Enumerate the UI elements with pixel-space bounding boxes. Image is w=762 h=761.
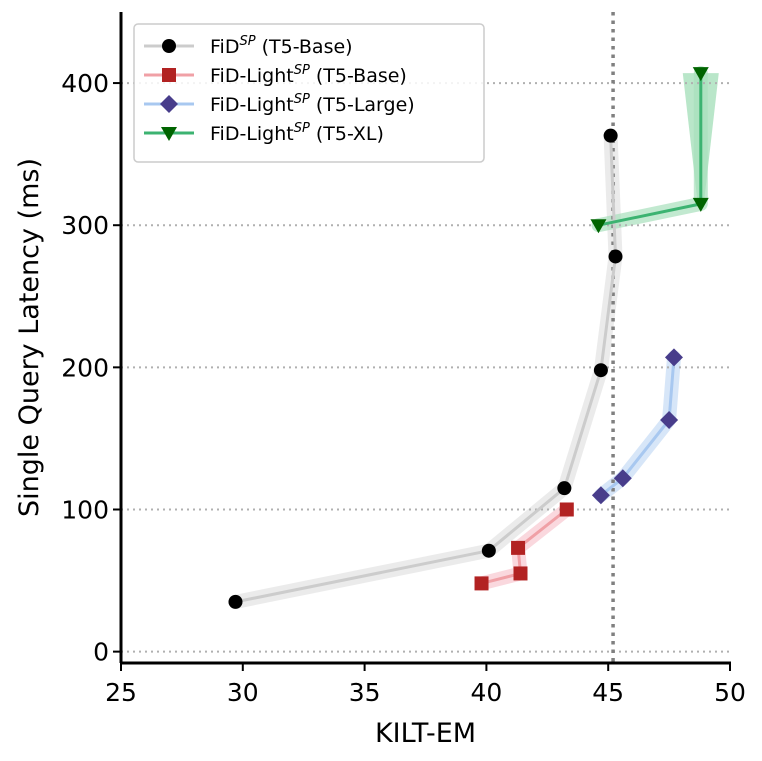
point-series-1-3 xyxy=(559,502,574,517)
line-series-1 xyxy=(481,508,568,585)
y-tick-label: 0 xyxy=(93,638,109,667)
legend-marker-0 xyxy=(162,39,176,53)
point-series-0-2 xyxy=(557,481,572,496)
point-series-3-0 xyxy=(590,219,607,234)
series-markers xyxy=(228,67,709,609)
line-series-2 xyxy=(599,357,676,497)
point-series-1-2 xyxy=(511,540,526,555)
legend-marker-1 xyxy=(162,68,176,82)
point-series-0-4 xyxy=(608,249,623,264)
point-series-0-0 xyxy=(228,594,243,609)
x-axis-title: KILT-EM xyxy=(375,718,476,749)
point-series-2-3 xyxy=(664,348,683,367)
x-tick-label: 35 xyxy=(349,678,381,707)
x-tick-label: 25 xyxy=(105,678,137,707)
x-tick-label: 45 xyxy=(592,678,624,707)
line-series-0 xyxy=(235,135,617,604)
point-series-1-1 xyxy=(513,566,528,581)
legend-marker-3 xyxy=(161,127,177,141)
axes: 25 30 35 40 45 50 0 100 200 300 400 KILT-EM Single Q… xyxy=(14,12,746,749)
y-tick-label: 400 xyxy=(61,69,109,98)
point-series-1-0 xyxy=(474,576,489,591)
point-series-0-5 xyxy=(603,128,618,143)
point-series-2-1 xyxy=(613,469,632,488)
y-axis-title: Single Query Latency (ms) xyxy=(14,158,45,517)
legend-label: FiD-LightSP (T5-Large) xyxy=(210,92,415,116)
legend: FiDSP (T5-Base) FiD-LightSP (T5-Base) FiD-… xyxy=(133,23,485,163)
legend-label: FiD-LightSP (T5-Base) xyxy=(210,63,407,87)
grid-lines xyxy=(121,12,730,663)
point-series-2-2 xyxy=(660,410,679,429)
band-series-0 xyxy=(228,128,623,609)
x-tick-label: 40 xyxy=(470,678,502,707)
legend-marker-2 xyxy=(160,95,178,113)
legend-label: FiD-LightSP (T5-XL) xyxy=(210,121,384,145)
x-tick-label: 30 xyxy=(227,678,259,707)
point-series-0-3 xyxy=(593,363,608,378)
point-series-0-1 xyxy=(481,543,496,558)
point-series-3-2 xyxy=(692,67,709,82)
legend-label: FiDSP (T5-Base) xyxy=(210,34,353,58)
legend-box xyxy=(133,23,485,163)
x-tick-label: 50 xyxy=(714,678,746,707)
point-series-2-0 xyxy=(591,486,610,505)
point-series-3-1 xyxy=(692,197,709,212)
y-tick-label: 100 xyxy=(61,495,109,524)
y-tick-label: 300 xyxy=(61,211,109,240)
y-tick-label: 200 xyxy=(61,353,109,382)
